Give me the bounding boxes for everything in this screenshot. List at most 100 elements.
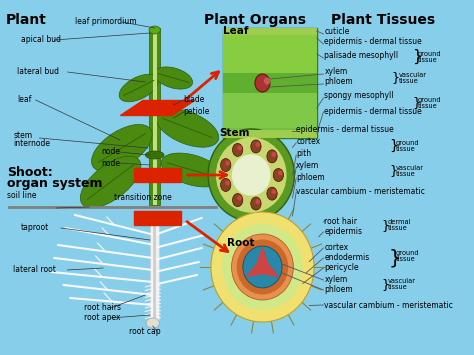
Polygon shape: [247, 248, 278, 277]
Text: taproot: taproot: [21, 224, 49, 233]
Ellipse shape: [91, 125, 152, 171]
Text: leaf: leaf: [17, 95, 31, 104]
Text: }: }: [382, 219, 390, 233]
Text: leaf primordium: leaf primordium: [75, 17, 137, 27]
Text: petiole: petiole: [184, 108, 210, 116]
Text: tissue: tissue: [418, 103, 438, 109]
Text: }: }: [389, 248, 401, 268]
Text: pith: pith: [296, 148, 311, 158]
Circle shape: [243, 246, 282, 288]
Text: vascular cambium - meristematic: vascular cambium - meristematic: [296, 186, 425, 196]
Text: cortex: cortex: [324, 242, 348, 251]
Text: tissue: tissue: [396, 256, 415, 262]
Text: organ system: organ system: [8, 176, 103, 190]
Ellipse shape: [267, 150, 277, 163]
Text: ground: ground: [418, 97, 442, 103]
Text: phloem: phloem: [324, 285, 353, 295]
Text: Stem: Stem: [219, 128, 250, 138]
Polygon shape: [120, 100, 194, 115]
Text: tissue: tissue: [398, 78, 418, 84]
Text: soil line: soil line: [8, 191, 37, 200]
Polygon shape: [134, 211, 181, 225]
Text: epidermis - dermal tissue: epidermis - dermal tissue: [324, 106, 422, 115]
Ellipse shape: [272, 152, 276, 157]
Text: pericycle: pericycle: [324, 262, 359, 272]
Text: Plant Tissues: Plant Tissues: [331, 13, 435, 27]
Text: phloem: phloem: [324, 77, 353, 87]
Text: palisade mesophyll: palisade mesophyll: [324, 51, 399, 60]
Circle shape: [237, 240, 288, 295]
Bar: [223, 28, 317, 35]
Text: vascular cambium - meristematic: vascular cambium - meristematic: [324, 300, 453, 310]
Bar: [223, 28, 317, 138]
Ellipse shape: [272, 189, 276, 194]
Ellipse shape: [161, 153, 223, 187]
Text: blade: blade: [184, 95, 205, 104]
Ellipse shape: [273, 169, 283, 181]
Text: ground: ground: [396, 140, 419, 146]
Ellipse shape: [156, 109, 219, 147]
Bar: [149, 28, 160, 205]
Text: Root: Root: [227, 238, 255, 248]
Circle shape: [222, 224, 303, 310]
Text: node: node: [101, 158, 120, 168]
Ellipse shape: [225, 180, 230, 185]
Text: lateral bud: lateral bud: [17, 67, 59, 76]
Text: tissue: tissue: [388, 225, 408, 231]
Text: xylem: xylem: [324, 67, 347, 76]
Text: root apex: root apex: [84, 313, 121, 322]
Text: tissue: tissue: [388, 284, 408, 290]
Ellipse shape: [278, 170, 283, 175]
Ellipse shape: [149, 26, 160, 34]
Bar: [223, 73, 317, 93]
Text: cortex: cortex: [296, 137, 320, 146]
Text: epidermis - dermal tissue: epidermis - dermal tissue: [296, 125, 394, 133]
Ellipse shape: [237, 196, 242, 201]
Ellipse shape: [220, 159, 231, 171]
Text: endodermis: endodermis: [324, 252, 370, 262]
Text: Plant Organs: Plant Organs: [204, 13, 306, 27]
Bar: [150, 220, 159, 320]
Bar: [223, 35, 317, 73]
Ellipse shape: [146, 171, 164, 179]
Text: stem: stem: [13, 131, 32, 140]
Circle shape: [211, 212, 314, 322]
Ellipse shape: [146, 151, 164, 159]
Ellipse shape: [80, 156, 141, 208]
Ellipse shape: [154, 67, 192, 89]
Ellipse shape: [251, 140, 261, 153]
Text: vascular: vascular: [388, 278, 416, 284]
Text: }: }: [382, 279, 390, 291]
Text: }: }: [412, 48, 422, 64]
Ellipse shape: [267, 187, 277, 200]
Text: root cap: root cap: [129, 328, 161, 337]
Text: lateral root: lateral root: [13, 266, 56, 274]
Text: Leaf: Leaf: [223, 26, 248, 36]
Text: Shoot:: Shoot:: [8, 166, 53, 180]
Text: ground: ground: [396, 250, 419, 256]
Text: }: }: [389, 164, 397, 178]
Text: cuticle: cuticle: [324, 27, 350, 37]
Text: node: node: [101, 147, 120, 157]
Ellipse shape: [264, 77, 271, 84]
Text: spongy mesophyll: spongy mesophyll: [324, 92, 394, 100]
Ellipse shape: [255, 199, 260, 204]
Text: Plant: Plant: [6, 13, 46, 27]
Text: }: }: [389, 139, 398, 153]
Bar: [153, 220, 156, 320]
Text: vascular: vascular: [396, 165, 424, 171]
Ellipse shape: [255, 74, 270, 92]
Text: internode: internode: [13, 138, 50, 147]
Circle shape: [216, 137, 287, 213]
Ellipse shape: [251, 197, 261, 210]
Bar: [223, 93, 317, 128]
Bar: [153, 28, 156, 205]
Text: dermal: dermal: [388, 219, 411, 225]
Text: phloem: phloem: [296, 173, 325, 181]
Ellipse shape: [232, 193, 243, 207]
Circle shape: [208, 129, 294, 221]
Text: apical bud: apical bud: [21, 36, 61, 44]
Ellipse shape: [225, 160, 230, 165]
Ellipse shape: [232, 143, 243, 157]
Text: transition zone: transition zone: [114, 193, 172, 202]
